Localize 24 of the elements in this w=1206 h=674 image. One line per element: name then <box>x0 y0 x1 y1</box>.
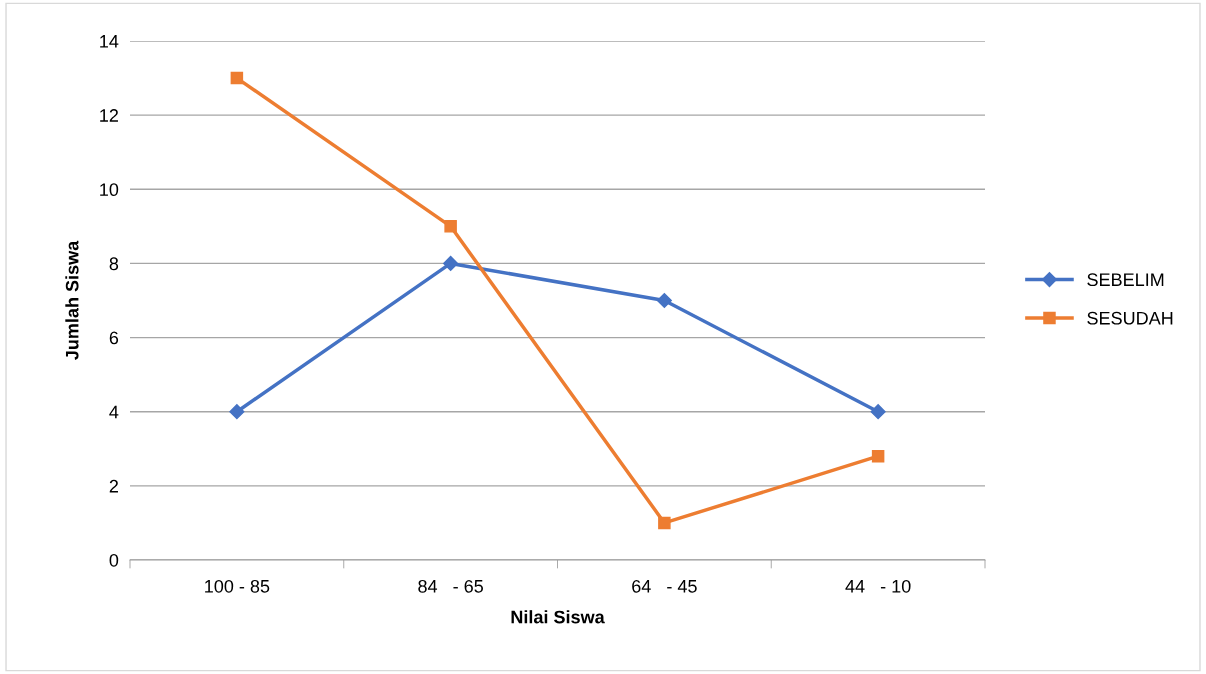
y-tick-label: 12 <box>100 109 118 122</box>
point <box>230 71 244 85</box>
x-axis-title: Nilai Siswa <box>511 610 605 624</box>
y-tick-label: 8 <box>109 257 119 271</box>
y-tick-label: 4 <box>109 405 119 419</box>
y-axis-title: Jumlah Siswa <box>65 240 79 360</box>
point <box>443 255 459 271</box>
point <box>871 449 885 463</box>
y-tick-label: 10 <box>100 183 119 197</box>
point <box>658 516 671 530</box>
y-tick-label: 2 <box>109 479 118 493</box>
point <box>229 404 245 420</box>
legend-label: SESUDAH <box>1087 311 1173 325</box>
y-tick-label: 0 <box>109 553 119 567</box>
point <box>656 292 672 309</box>
x-tick-label: 100 - 85 <box>205 579 270 593</box>
legend-label: SEBELIM <box>1087 273 1164 287</box>
y-tick-label: 6 <box>109 331 119 345</box>
x-tick-label: 64 - 45 <box>632 579 697 593</box>
point <box>444 220 457 233</box>
point <box>870 404 886 420</box>
x-tick-label: 84 - 65 <box>418 579 483 593</box>
x-tick-label: 44 - 10 <box>845 579 911 593</box>
y-tick-label: 14 <box>100 35 119 48</box>
